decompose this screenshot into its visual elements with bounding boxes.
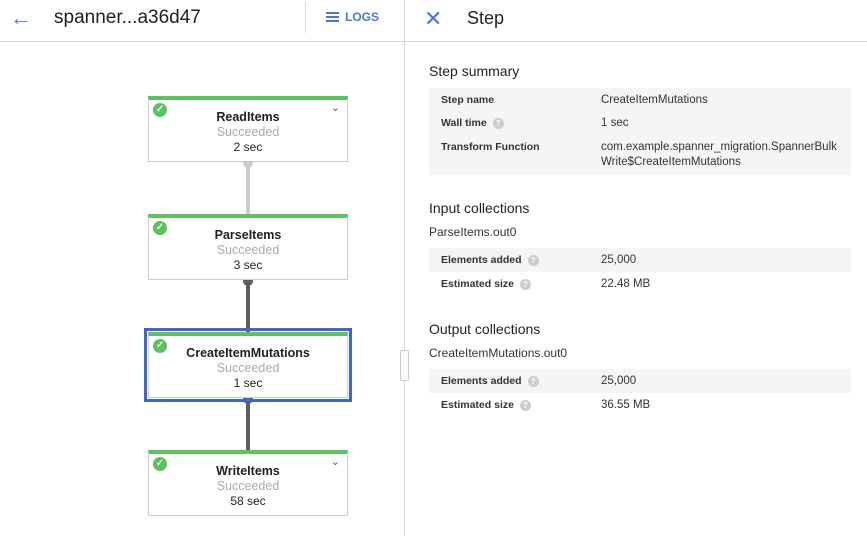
step-name: CreateItemMutations	[186, 346, 310, 360]
logs-label: LOGS	[345, 10, 380, 24]
list-icon	[326, 12, 339, 22]
summary-row: Wall time? 1 sec	[429, 111, 851, 135]
check-circle-icon: ✓	[153, 339, 167, 353]
help-icon[interactable]: ?	[492, 117, 504, 129]
job-header	[0, 0, 404, 42]
row-value: com.example.spanner_migration.SpannerBul…	[601, 141, 837, 168]
summary-row: Step name CreateItemMutations	[429, 88, 851, 111]
input-row: Elements added? 25,000	[429, 248, 851, 272]
step-status: Succeeded	[216, 479, 280, 493]
back-arrow-icon[interactable]: ←	[10, 5, 32, 30]
step-time: 58 sec	[230, 494, 266, 508]
panel-header	[405, 0, 867, 42]
chevron-down-icon[interactable]: ⌄	[330, 102, 340, 114]
edge-dot	[243, 162, 253, 168]
panel-divider	[404, 0, 405, 536]
close-icon[interactable]: ✕	[424, 6, 443, 31]
collection-name: CreateItemMutations.out0	[429, 346, 568, 360]
step-name: ReadItems	[216, 110, 280, 124]
help-icon[interactable]: ?	[519, 278, 531, 290]
row-value: 25,000	[601, 375, 637, 387]
divider	[305, 2, 306, 33]
step-time: 2 sec	[233, 140, 263, 154]
step-time: 1 sec	[233, 376, 263, 390]
row-value: 1 sec	[601, 117, 629, 129]
check-circle-icon: ✓	[153, 221, 167, 235]
section-title: Output collections	[429, 321, 541, 337]
row-key: Elements added	[441, 375, 522, 387]
job-title: spanner...a36d47	[54, 7, 201, 28]
row-key: Wall time	[441, 117, 487, 129]
section-title: Input collections	[429, 200, 530, 216]
section-title: Step summary	[429, 63, 520, 79]
graph-edge	[246, 280, 250, 332]
step-status: Succeeded	[216, 361, 280, 375]
row-key: Transform Function	[441, 141, 540, 153]
chevron-down-icon[interactable]: ⌄	[330, 456, 340, 468]
step-name: WriteItems	[216, 464, 280, 478]
input-row: Estimated size? 22.48 MB	[429, 272, 851, 296]
row-value: 25,000	[601, 254, 637, 266]
step-time: 3 sec	[233, 258, 263, 272]
check-circle-icon: ✓	[153, 457, 167, 471]
step-node-readitems[interactable]: ✓ ⌄ ReadItems Succeeded 2 sec	[148, 96, 348, 162]
collection-name: ParseItems.out0	[429, 225, 517, 239]
step-name: ParseItems	[214, 228, 282, 242]
step-node-writeitems[interactable]: ✓ ⌄ WriteItems Succeeded 58 sec	[148, 450, 348, 516]
step-node-parseitems[interactable]: ✓ ParseItems Succeeded 3 sec	[148, 214, 348, 280]
step-status: Succeeded	[216, 243, 280, 257]
help-icon[interactable]: ?	[519, 399, 531, 411]
edge-dot	[243, 398, 253, 404]
summary-row: Transform Function com.example.spanner_mi…	[429, 135, 851, 175]
logs-button[interactable]: LOGS	[326, 10, 379, 24]
edge-dot	[243, 280, 253, 286]
graph-edge	[246, 398, 250, 450]
panel-title: Step	[467, 8, 505, 28]
row-value: CreateItemMutations	[601, 94, 708, 106]
row-value: 36.55 MB	[601, 399, 651, 411]
output-row: Elements added? 25,000	[429, 369, 851, 393]
graph-edge	[246, 162, 250, 214]
output-row: Estimated size? 36.55 MB	[429, 393, 851, 417]
row-key: Estimated size	[441, 399, 514, 411]
row-key: Estimated size	[441, 278, 514, 290]
step-node-createitemmutations[interactable]: ✓ CreateItemMutations Succeeded 1 sec	[144, 328, 352, 402]
row-key: Step name	[441, 94, 495, 106]
check-circle-icon: ✓	[153, 103, 167, 117]
help-icon[interactable]: ?	[527, 375, 539, 387]
resize-handle[interactable]	[400, 350, 409, 381]
row-key: Elements added	[441, 254, 522, 266]
row-value: 22.48 MB	[601, 278, 651, 290]
help-icon[interactable]: ?	[527, 254, 539, 266]
step-status: Succeeded	[216, 125, 280, 139]
